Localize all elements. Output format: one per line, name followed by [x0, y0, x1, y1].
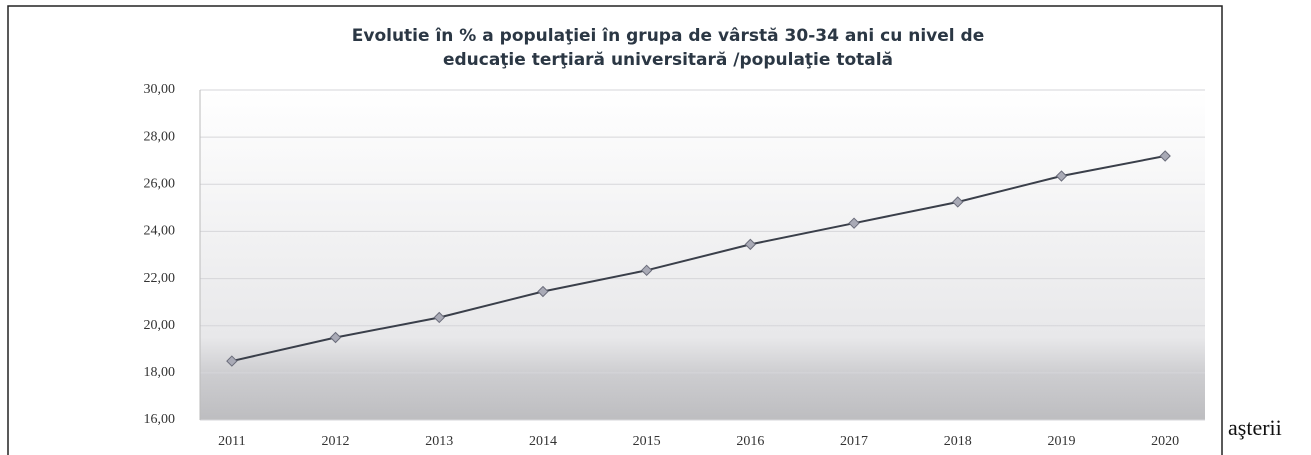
chart-title: Evolutie în % a populaţiei în grupa de v… [352, 26, 985, 46]
y-tick-label: 26,00 [144, 177, 176, 192]
y-tick-label: 18,00 [144, 365, 176, 380]
x-tick-label: 2014 [529, 434, 557, 449]
marker [952, 196, 964, 208]
x-tick-label: 2017 [840, 434, 868, 449]
marker [537, 285, 549, 298]
side-text: aşterii [1228, 415, 1282, 440]
x-tick-label: 2012 [322, 434, 350, 449]
y-tick-label: 28,00 [144, 129, 176, 144]
y-tick-label: 22,00 [144, 271, 176, 286]
x-tick-label: 2013 [425, 434, 453, 449]
marker [226, 355, 238, 367]
marker [640, 264, 653, 277]
y-tick-label: 24,00 [144, 224, 176, 239]
marker [329, 331, 342, 344]
y-tick-label: 30,00 [144, 82, 176, 97]
chart-title: educaţie terţiară universitară /populaţi… [443, 50, 893, 70]
marker [1159, 150, 1171, 162]
marker [848, 217, 860, 229]
x-tick-label: 2015 [633, 434, 661, 449]
x-tick-label: 2019 [1047, 434, 1075, 449]
plot-area [200, 90, 1205, 420]
y-tick-label: 16,00 [144, 412, 176, 427]
x-tick-label: 2011 [218, 434, 245, 449]
marker [1055, 170, 1068, 182]
marker [744, 238, 757, 251]
x-tick-label: 2016 [736, 434, 764, 449]
y-tick-label: 20,00 [144, 318, 176, 333]
x-tick-label: 2020 [1151, 434, 1179, 449]
line [231, 155, 1166, 363]
x-tick-label: 2018 [944, 434, 972, 449]
marker [433, 311, 445, 324]
